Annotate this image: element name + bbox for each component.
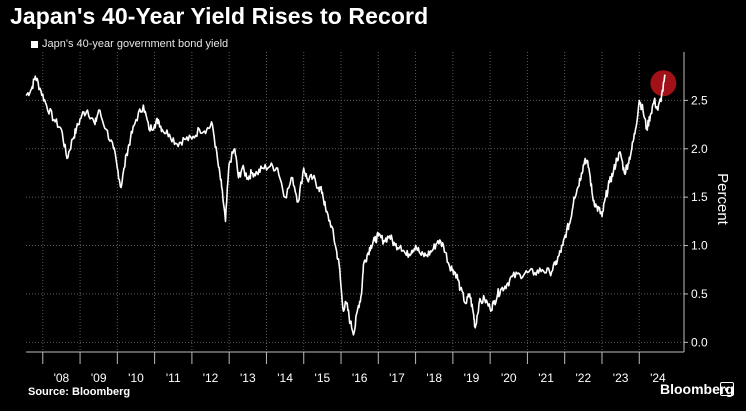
x-tick-label: '22 [576, 371, 592, 385]
x-tick-label: '24 [650, 371, 666, 385]
data-series [25, 70, 677, 336]
legend-label: Japn's 40-year government bond yield [42, 38, 229, 50]
x-tick-label: '23 [613, 371, 629, 385]
x-tick-label: '10 [128, 371, 144, 385]
y-tick-label: 0.5 [691, 287, 708, 301]
y-tick-label: 1.5 [691, 190, 708, 204]
source-note: Source: Bloomberg [28, 386, 131, 398]
x-tick-label: '20 [501, 371, 517, 385]
y-tick-label: 2.5 [691, 93, 708, 107]
x-tick-label: '08 [54, 371, 70, 385]
yield-line [25, 74, 667, 336]
chart-title: Japan's 40-Year Yield Rises to Record [10, 3, 429, 29]
legend: Japn's 40-year government bond yield [31, 38, 228, 50]
x-tick-label: '09 [91, 371, 107, 385]
y-axis-title: Percent [714, 173, 731, 226]
tick-labels: 0.0 0.5 1.0 1.5 2.0 2.5 '08 '09 '10 '11 '12 '13 '14 '… [54, 93, 731, 385]
x-tick-label: '19 [464, 371, 480, 385]
y-tick-label: 2.0 [691, 142, 708, 156]
axes [26, 52, 688, 364]
y-tick-label: 1.0 [691, 239, 708, 253]
legend-swatch [31, 40, 38, 48]
x-tick-label: '16 [352, 371, 368, 385]
x-tick-label: '11 [166, 371, 181, 385]
x-tick-label: '12 [203, 371, 219, 385]
x-tick-label: '21 [538, 371, 554, 385]
grid-lines [26, 52, 684, 352]
x-tick-label: '18 [426, 371, 442, 385]
x-tick-label: '15 [315, 371, 331, 385]
bloomberg-badge-icon: ▸ [720, 382, 734, 396]
x-tick-label: '17 [389, 371, 405, 385]
x-tick-label: '13 [240, 371, 256, 385]
y-tick-label: 0.0 [691, 335, 708, 349]
bloomberg-logo: Bloomberg [660, 381, 734, 397]
x-tick-label: '14 [277, 371, 293, 385]
